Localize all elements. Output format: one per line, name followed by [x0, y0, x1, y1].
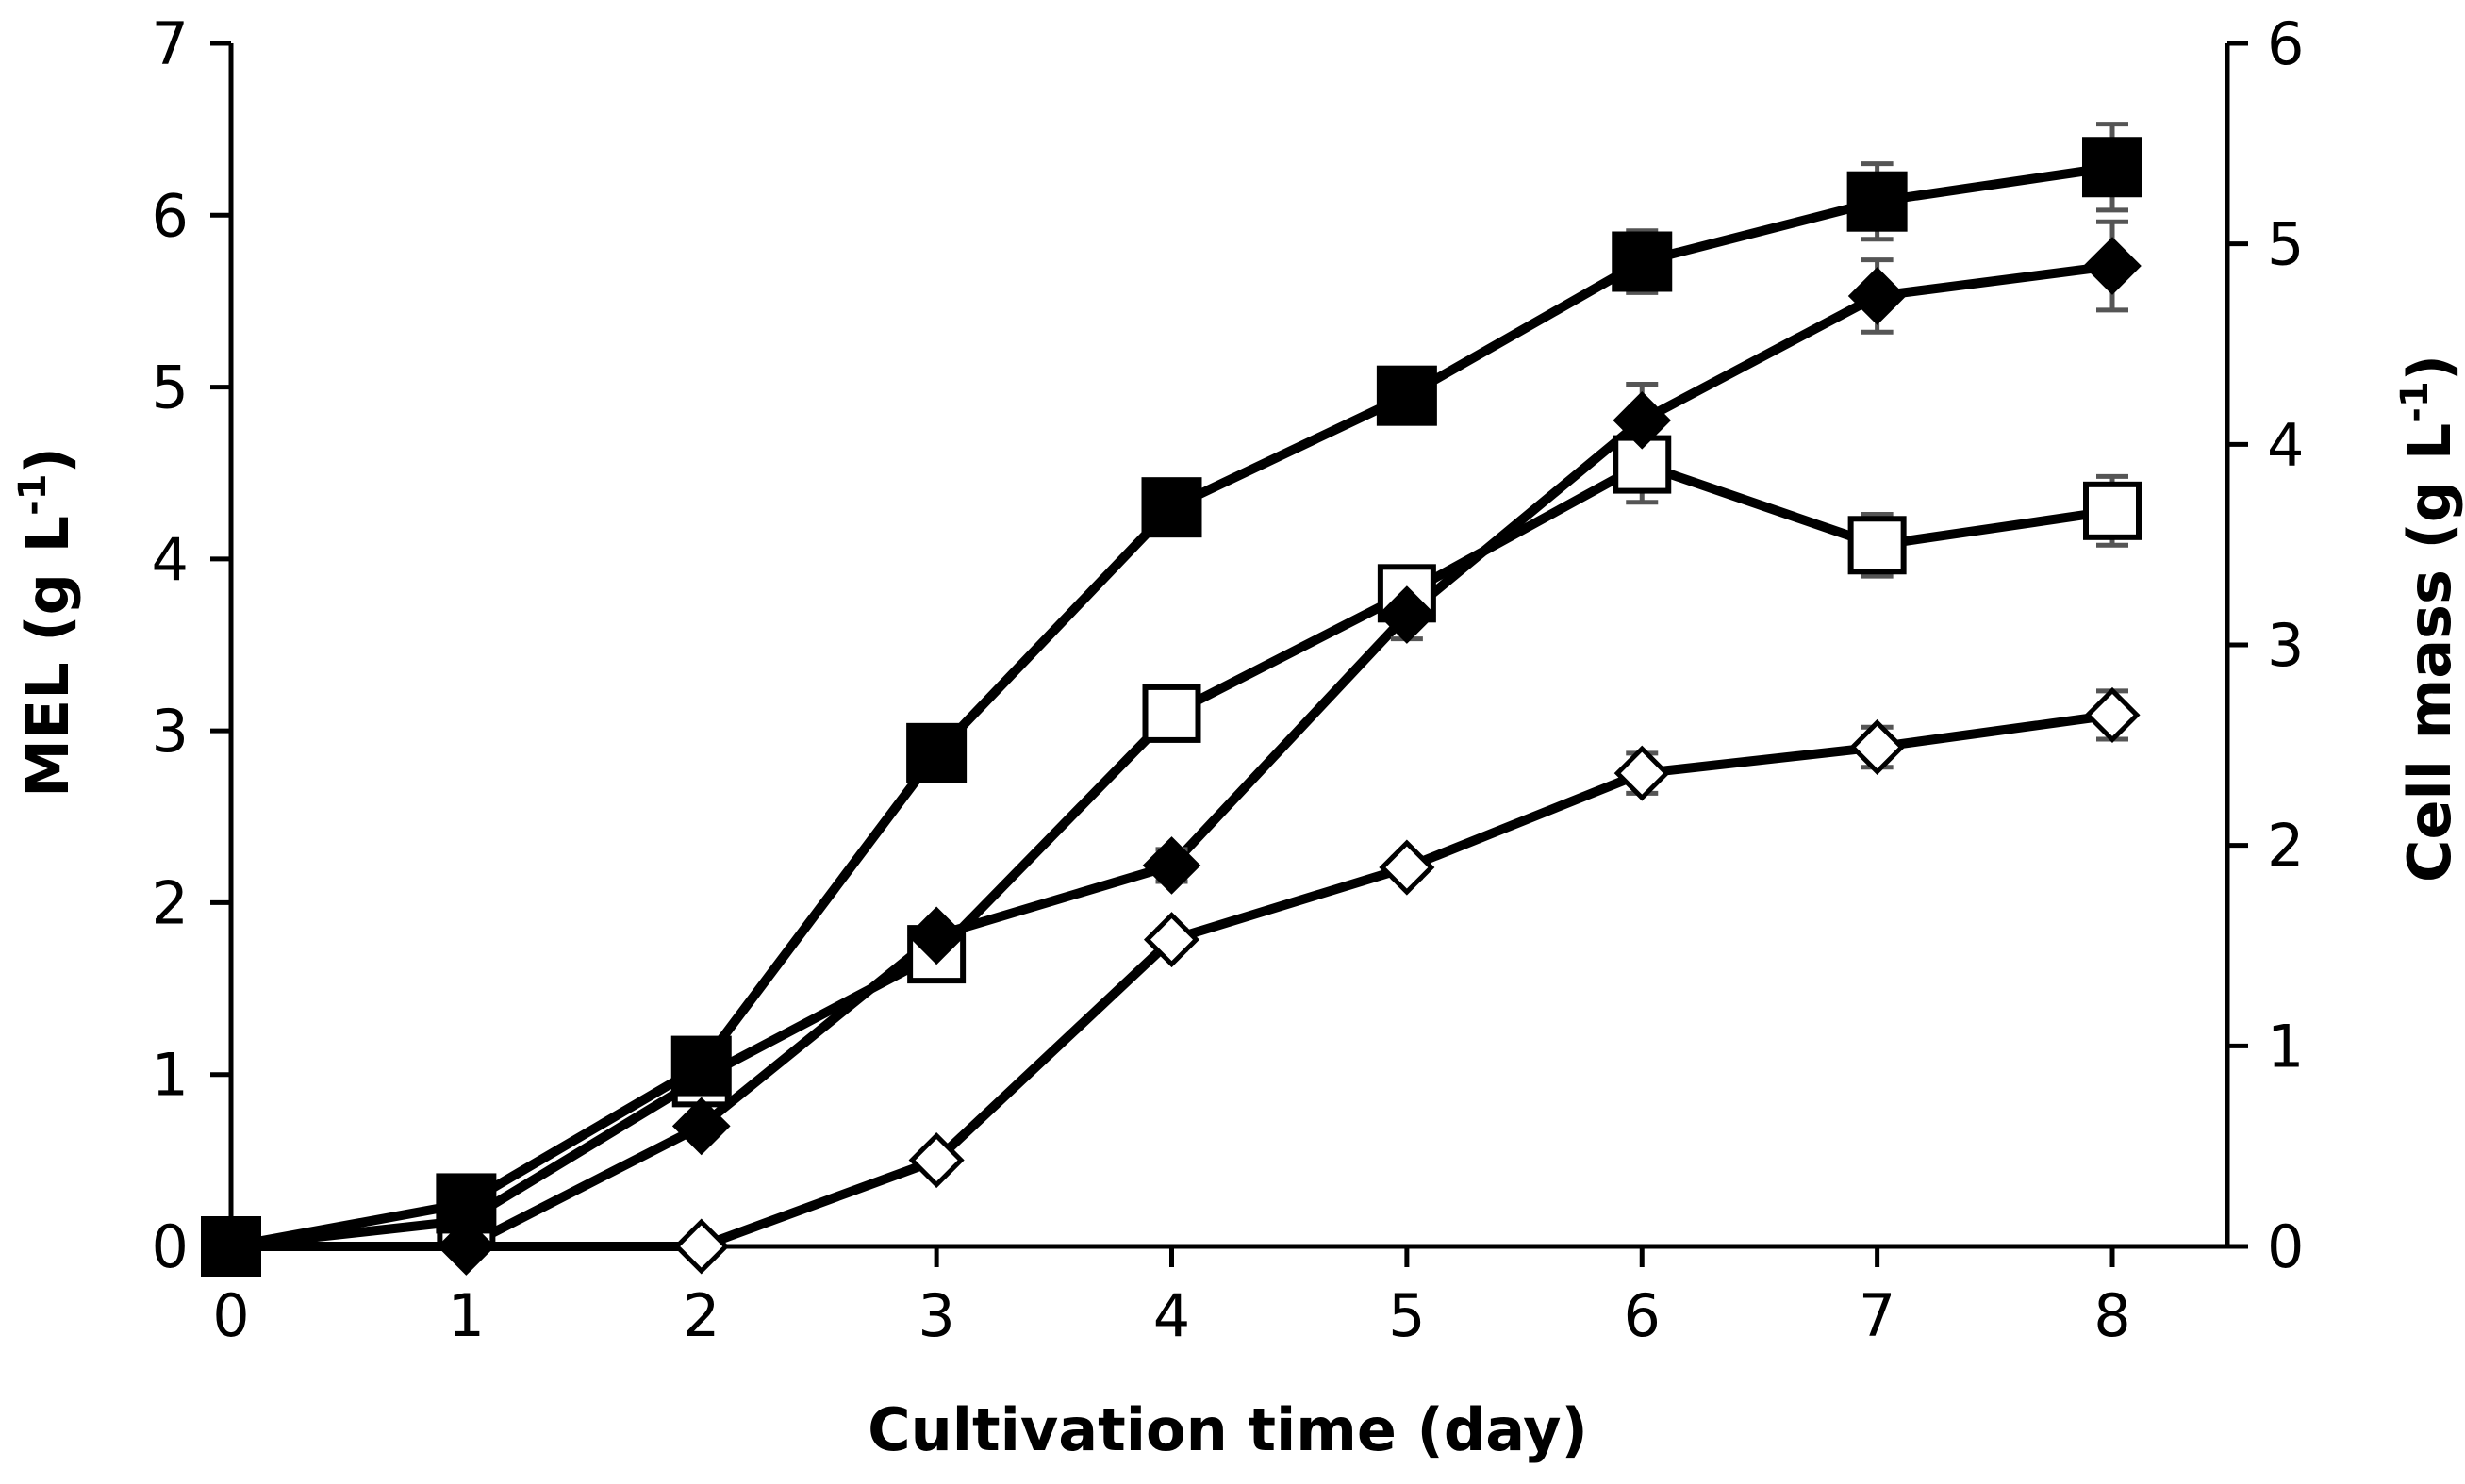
diamond-marker [1142, 836, 1201, 895]
diamond-marker [1378, 585, 1436, 644]
square-marker [906, 722, 968, 783]
square-marker [670, 1035, 732, 1097]
y-tick-label: 6 [152, 181, 189, 250]
y2-tick-label: 4 [2267, 410, 2304, 479]
diamond-marker [907, 906, 966, 965]
y2-tick-label: 6 [2267, 9, 2304, 78]
x-tick-label: 2 [683, 1281, 720, 1350]
diamond-marker [671, 1097, 731, 1156]
diamond-marker [1613, 390, 1672, 450]
diamond-marker [1379, 839, 1435, 896]
x-tick-label: 4 [1153, 1281, 1190, 1350]
y2-tick-label: 1 [2267, 1012, 2304, 1080]
y-tick-label: 1 [152, 1041, 189, 1110]
diamond-marker [1613, 745, 1670, 801]
y-tick-label: 4 [152, 525, 189, 594]
y2-tick-label: 3 [2267, 611, 2304, 680]
x-tick-label: 8 [2093, 1281, 2130, 1350]
y-axis-title: MEL (g L-1) [11, 447, 82, 798]
y2-axis-title-close: ) [2395, 355, 2464, 381]
square-marker [2082, 137, 2142, 198]
y2-axis-title-sup: -1 [2393, 381, 2437, 422]
y-axis-title-close: ) [13, 447, 82, 473]
square-marker [1141, 477, 1202, 538]
square-marker [1846, 171, 1908, 232]
diamond-marker [2083, 237, 2142, 295]
y2-axis-title-main: Cell mass (g L [2395, 423, 2464, 882]
y-tick-label: 7 [152, 9, 189, 78]
diamond-marker [1849, 718, 1906, 775]
y-axis-title-sup: -1 [11, 473, 55, 515]
y-tick-label: 0 [152, 1212, 189, 1281]
series-line-4 [226, 710, 2117, 1251]
diamond-marker [2084, 686, 2141, 743]
x-tick-label: 0 [212, 1281, 249, 1350]
diamond-marker [1847, 267, 1907, 325]
y2-tick-label: 0 [2267, 1212, 2304, 1281]
square-marker [2083, 481, 2142, 540]
x-tick-label: 5 [1388, 1281, 1425, 1350]
diamond-marker [908, 1132, 965, 1189]
diamond-marker [437, 1217, 496, 1276]
square-marker [1376, 365, 1437, 426]
diamond-marker [673, 1218, 730, 1275]
diamond-marker [202, 1217, 260, 1276]
x-tick-label: 6 [1624, 1281, 1661, 1350]
y2-axis-title: Cell mass (g L-1) [2393, 355, 2464, 882]
axes [228, 43, 2230, 1249]
y-tick-label: 2 [152, 868, 189, 937]
x-tick-label: 1 [448, 1281, 485, 1350]
x-tick-label: 3 [918, 1281, 954, 1350]
x-tick-label: 7 [1859, 1281, 1895, 1350]
y2-tick-label: 2 [2267, 812, 2304, 881]
y-tick-label: 3 [152, 697, 189, 766]
y-axis-title-main: MEL (g L [13, 516, 82, 798]
y2-tick-label: 5 [2267, 210, 2304, 279]
x-axis-title: Cultivation time (day) [868, 1395, 1588, 1464]
markers [201, 137, 2142, 1277]
diamond-marker [1143, 912, 1200, 968]
square-marker [1847, 516, 1907, 575]
y-tick-label: 5 [152, 354, 189, 422]
ticks: 0 1 2 3 4 5 6 7 0 1 2 3 4 5 6 0 1 2 3 4 5 6 7 8 [152, 9, 2305, 1350]
square-marker [1142, 684, 1201, 743]
square-marker [1612, 231, 1673, 292]
